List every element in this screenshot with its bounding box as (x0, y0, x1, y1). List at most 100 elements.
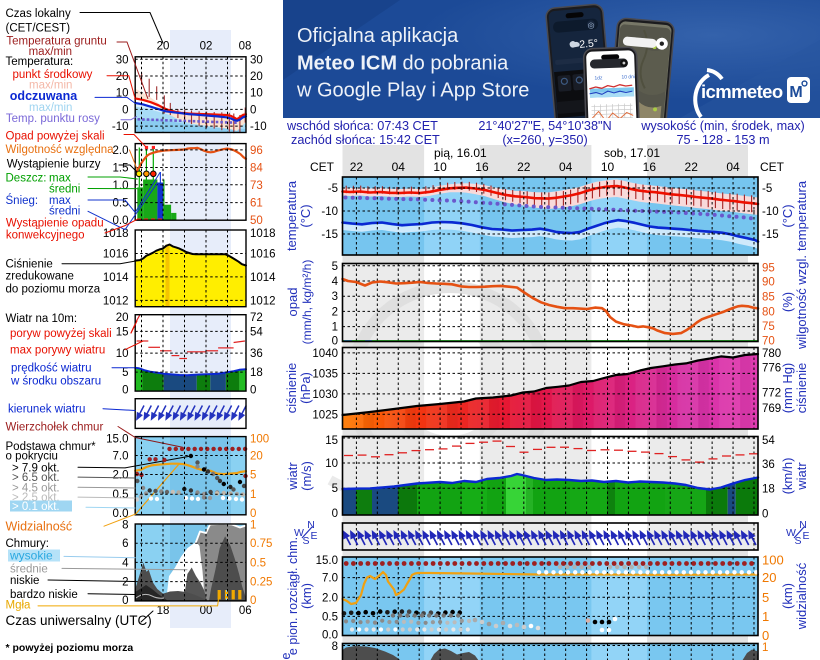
svg-text:0.5: 0.5 (113, 489, 129, 501)
svg-text:max/min: max/min (29, 46, 72, 58)
svg-text:06: 06 (239, 605, 252, 617)
svg-text:10: 10 (325, 458, 338, 470)
svg-text:0: 0 (332, 336, 338, 348)
svg-text:Chmury:: Chmury: (6, 538, 49, 550)
svg-text:22: 22 (685, 160, 699, 174)
svg-text:odczuwana: odczuwana (10, 89, 78, 103)
svg-text:(km): (km) (299, 583, 314, 609)
svg-text:Wierzchołek chmur: Wierzchołek chmur (6, 422, 104, 434)
svg-text:5: 5 (250, 470, 256, 482)
svg-text:-10: -10 (112, 121, 129, 133)
svg-text:04: 04 (726, 160, 740, 174)
svg-text:w Google Play i App Store: w Google Play i App Store (296, 80, 529, 102)
svg-text:> 0.1 okt.: > 0.1 okt. (12, 501, 60, 513)
svg-text:(km): (km) (780, 583, 795, 609)
svg-text:(CET/CEST): (CET/CEST) (6, 22, 71, 34)
svg-text:20: 20 (762, 570, 776, 585)
svg-text:80: 80 (762, 307, 775, 319)
svg-text:1012: 1012 (250, 295, 276, 307)
svg-text:7.0: 7.0 (113, 451, 129, 463)
svg-text:wilgotność wzgl.: wilgotność wzgl. (794, 255, 809, 350)
svg-text:0: 0 (250, 508, 256, 520)
svg-text:średnie: średnie (10, 563, 48, 575)
svg-text:W: W (786, 527, 796, 539)
svg-text:16: 16 (475, 160, 489, 174)
svg-text:Widzialność: Widzialność (6, 519, 73, 533)
svg-text:0: 0 (122, 385, 128, 397)
svg-text:10 dni: 10 dni (621, 74, 635, 80)
svg-text:2.0: 2.0 (322, 592, 338, 604)
svg-text:100: 100 (762, 553, 784, 568)
svg-text:2.5°: 2.5° (579, 37, 599, 51)
svg-text:konwekcyjnego: konwekcyjnego (6, 229, 85, 241)
svg-text:max/min: max/min (29, 102, 72, 114)
svg-text:opad: opad (285, 288, 300, 317)
svg-text:96: 96 (250, 145, 263, 157)
svg-text:5: 5 (332, 483, 338, 495)
svg-text:776: 776 (762, 363, 781, 375)
svg-text:18: 18 (762, 484, 775, 496)
svg-text:15: 15 (116, 326, 129, 338)
svg-text:Wilgotność względna: Wilgotność względna (6, 144, 115, 156)
svg-text:Wystąpienie burzy: Wystąpienie burzy (7, 158, 101, 170)
svg-text:04: 04 (392, 160, 406, 174)
svg-text:5: 5 (332, 261, 338, 273)
svg-text:-5: -5 (328, 183, 338, 195)
svg-text:2.0: 2.0 (113, 470, 129, 482)
svg-text:8: 8 (332, 641, 338, 653)
svg-text:Temperatura gruntu: Temperatura gruntu (6, 36, 106, 48)
svg-text:max/min: max/min (29, 80, 72, 92)
svg-text:max porywy wiatru: max porywy wiatru (10, 345, 105, 357)
svg-text:0.5: 0.5 (322, 611, 338, 623)
svg-text:CET: CET (760, 160, 785, 174)
svg-text:Śnieg:: Śnieg: (6, 194, 39, 207)
svg-text:Deszcz:: Deszcz: (6, 173, 47, 185)
svg-text:10: 10 (601, 160, 615, 174)
svg-text:5: 5 (762, 590, 769, 605)
svg-text:20: 20 (250, 71, 263, 83)
svg-text:wysokość (min, środek, max): wysokość (min, środek, max) (640, 119, 805, 133)
svg-text:1014: 1014 (103, 272, 129, 284)
svg-text:1016: 1016 (103, 249, 129, 261)
svg-text:0: 0 (122, 595, 128, 607)
svg-text:* powyżej poziomu morza: * powyżej poziomu morza (6, 642, 134, 654)
svg-text:54: 54 (250, 326, 263, 338)
svg-text:(mm/h, kg/m²/h): (mm/h, kg/m²/h) (300, 260, 314, 345)
svg-text:0.75: 0.75 (250, 538, 272, 550)
svg-text:02: 02 (200, 41, 213, 53)
svg-text:85: 85 (762, 292, 775, 304)
svg-text:W: W (294, 527, 304, 539)
svg-text:90: 90 (762, 277, 775, 289)
svg-text:4: 4 (332, 276, 339, 288)
svg-text:e pion. rozciągł. chm.: e pion. rozciągł. chm. (286, 537, 300, 655)
svg-text:00: 00 (200, 605, 213, 617)
svg-text:-5: -5 (762, 183, 772, 195)
svg-text:icmmeteo: icmmeteo (701, 81, 783, 102)
svg-text:0.5: 0.5 (113, 198, 129, 210)
svg-text:temperatura: temperatura (794, 180, 809, 251)
svg-text:Podstawa chmur*: Podstawa chmur* (6, 441, 97, 453)
svg-text:(x=260, y=350): (x=260, y=350) (502, 133, 587, 147)
svg-text:max: max (49, 195, 71, 207)
svg-text:Wiatr na 10m:: Wiatr na 10m: (6, 313, 78, 325)
svg-text:3: 3 (332, 291, 338, 303)
svg-text:poryw powyżej skali: poryw powyżej skali (10, 328, 112, 340)
svg-text:N: N (799, 519, 807, 531)
svg-text:Meteo ICM do pobrania: Meteo ICM do pobrania (297, 53, 509, 75)
svg-text:-10: -10 (321, 206, 338, 218)
svg-text:0.0: 0.0 (113, 508, 129, 520)
svg-text:(hPa): (hPa) (298, 372, 313, 404)
svg-text:Temp. punktu rosy: Temp. punktu rosy (6, 113, 100, 125)
svg-text:(mm Hg): (mm Hg) (780, 363, 795, 414)
svg-text:7.0: 7.0 (322, 573, 338, 585)
svg-text:15.0: 15.0 (316, 555, 338, 567)
svg-text:50: 50 (250, 215, 263, 227)
svg-text:36: 36 (250, 348, 263, 360)
svg-text:1dz: 1dz (594, 75, 603, 81)
svg-text:0.25: 0.25 (250, 577, 272, 589)
svg-text:N: N (307, 519, 315, 531)
svg-text:0.0: 0.0 (322, 630, 338, 642)
svg-text:20: 20 (116, 71, 129, 83)
svg-text:1025: 1025 (312, 409, 338, 421)
svg-text:20: 20 (250, 451, 263, 463)
